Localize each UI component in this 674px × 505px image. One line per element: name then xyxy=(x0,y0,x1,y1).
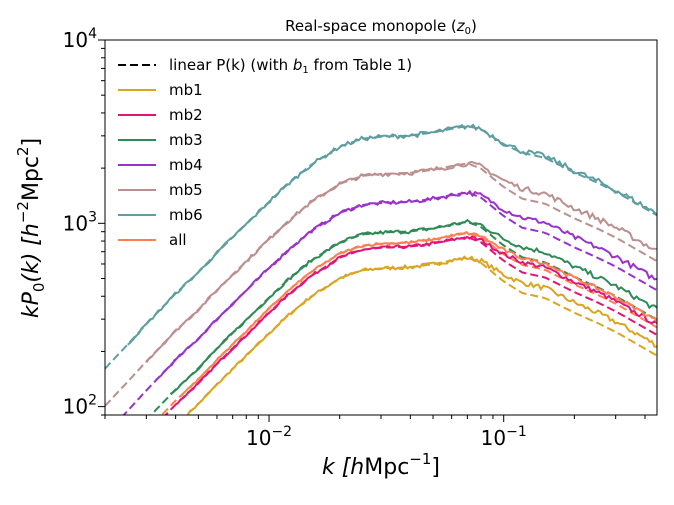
legend-entry-mb3: mb3 xyxy=(118,131,203,149)
legend-label-mb5: mb5 xyxy=(169,181,203,199)
legend-label-all: all xyxy=(169,231,187,249)
y-axis-label: kP0(k) [h−2Mpc2] xyxy=(14,138,48,318)
measured-series-group xyxy=(127,123,657,415)
series-mb5-linear-line xyxy=(105,162,657,407)
legend-label-mb3: mb3 xyxy=(169,131,203,149)
axis-ticks xyxy=(98,39,646,422)
legend: linear P(k) (with b1 from Table 1) mb1 m… xyxy=(118,56,412,249)
y-tick-label-1e4: 104 xyxy=(63,26,97,52)
legend-entry-mb2: mb2 xyxy=(118,106,203,124)
legend-entry-mb4: mb4 xyxy=(118,156,203,174)
legend-entry-mb1: mb1 xyxy=(118,81,203,99)
series-mb3-measured-line xyxy=(169,218,657,395)
legend-label-mb6: mb6 xyxy=(169,206,203,224)
x-axis-label: k [hMpc−1] xyxy=(322,450,440,480)
legend-entry-linear: linear P(k) (with b1 from Table 1) xyxy=(118,56,412,76)
y-tick-label-1e2: 102 xyxy=(63,393,97,419)
y-tick-label-1e3: 103 xyxy=(63,209,97,235)
series-all-measured-line xyxy=(179,230,657,398)
legend-label-mb1: mb1 xyxy=(169,81,203,99)
series-mb1-measured-line xyxy=(186,255,657,415)
series-mb6-measured-line xyxy=(127,123,657,346)
series-mb5-measured-line xyxy=(145,160,657,364)
legend-entry-mb6: mb6 xyxy=(118,206,203,224)
x-tick-label-1e-2: 10−2 xyxy=(246,424,292,450)
legend-label-linear: linear P(k) (with b1 from Table 1) xyxy=(169,56,412,76)
legend-label-mb2: mb2 xyxy=(169,106,203,124)
series-mb4-measured-line xyxy=(155,189,657,381)
series-mb2-measured-line xyxy=(175,235,657,406)
legend-entry-mb5: mb5 xyxy=(118,181,203,199)
chart-title: Real-space monopole (z0) xyxy=(285,17,477,37)
series-mb2-linear-line xyxy=(164,236,657,415)
legend-entry-all: all xyxy=(118,231,187,249)
legend-label-mb4: mb4 xyxy=(169,156,203,174)
x-tick-label-1e-1: 10−1 xyxy=(481,424,527,450)
series-mb3-linear-line xyxy=(149,220,657,415)
